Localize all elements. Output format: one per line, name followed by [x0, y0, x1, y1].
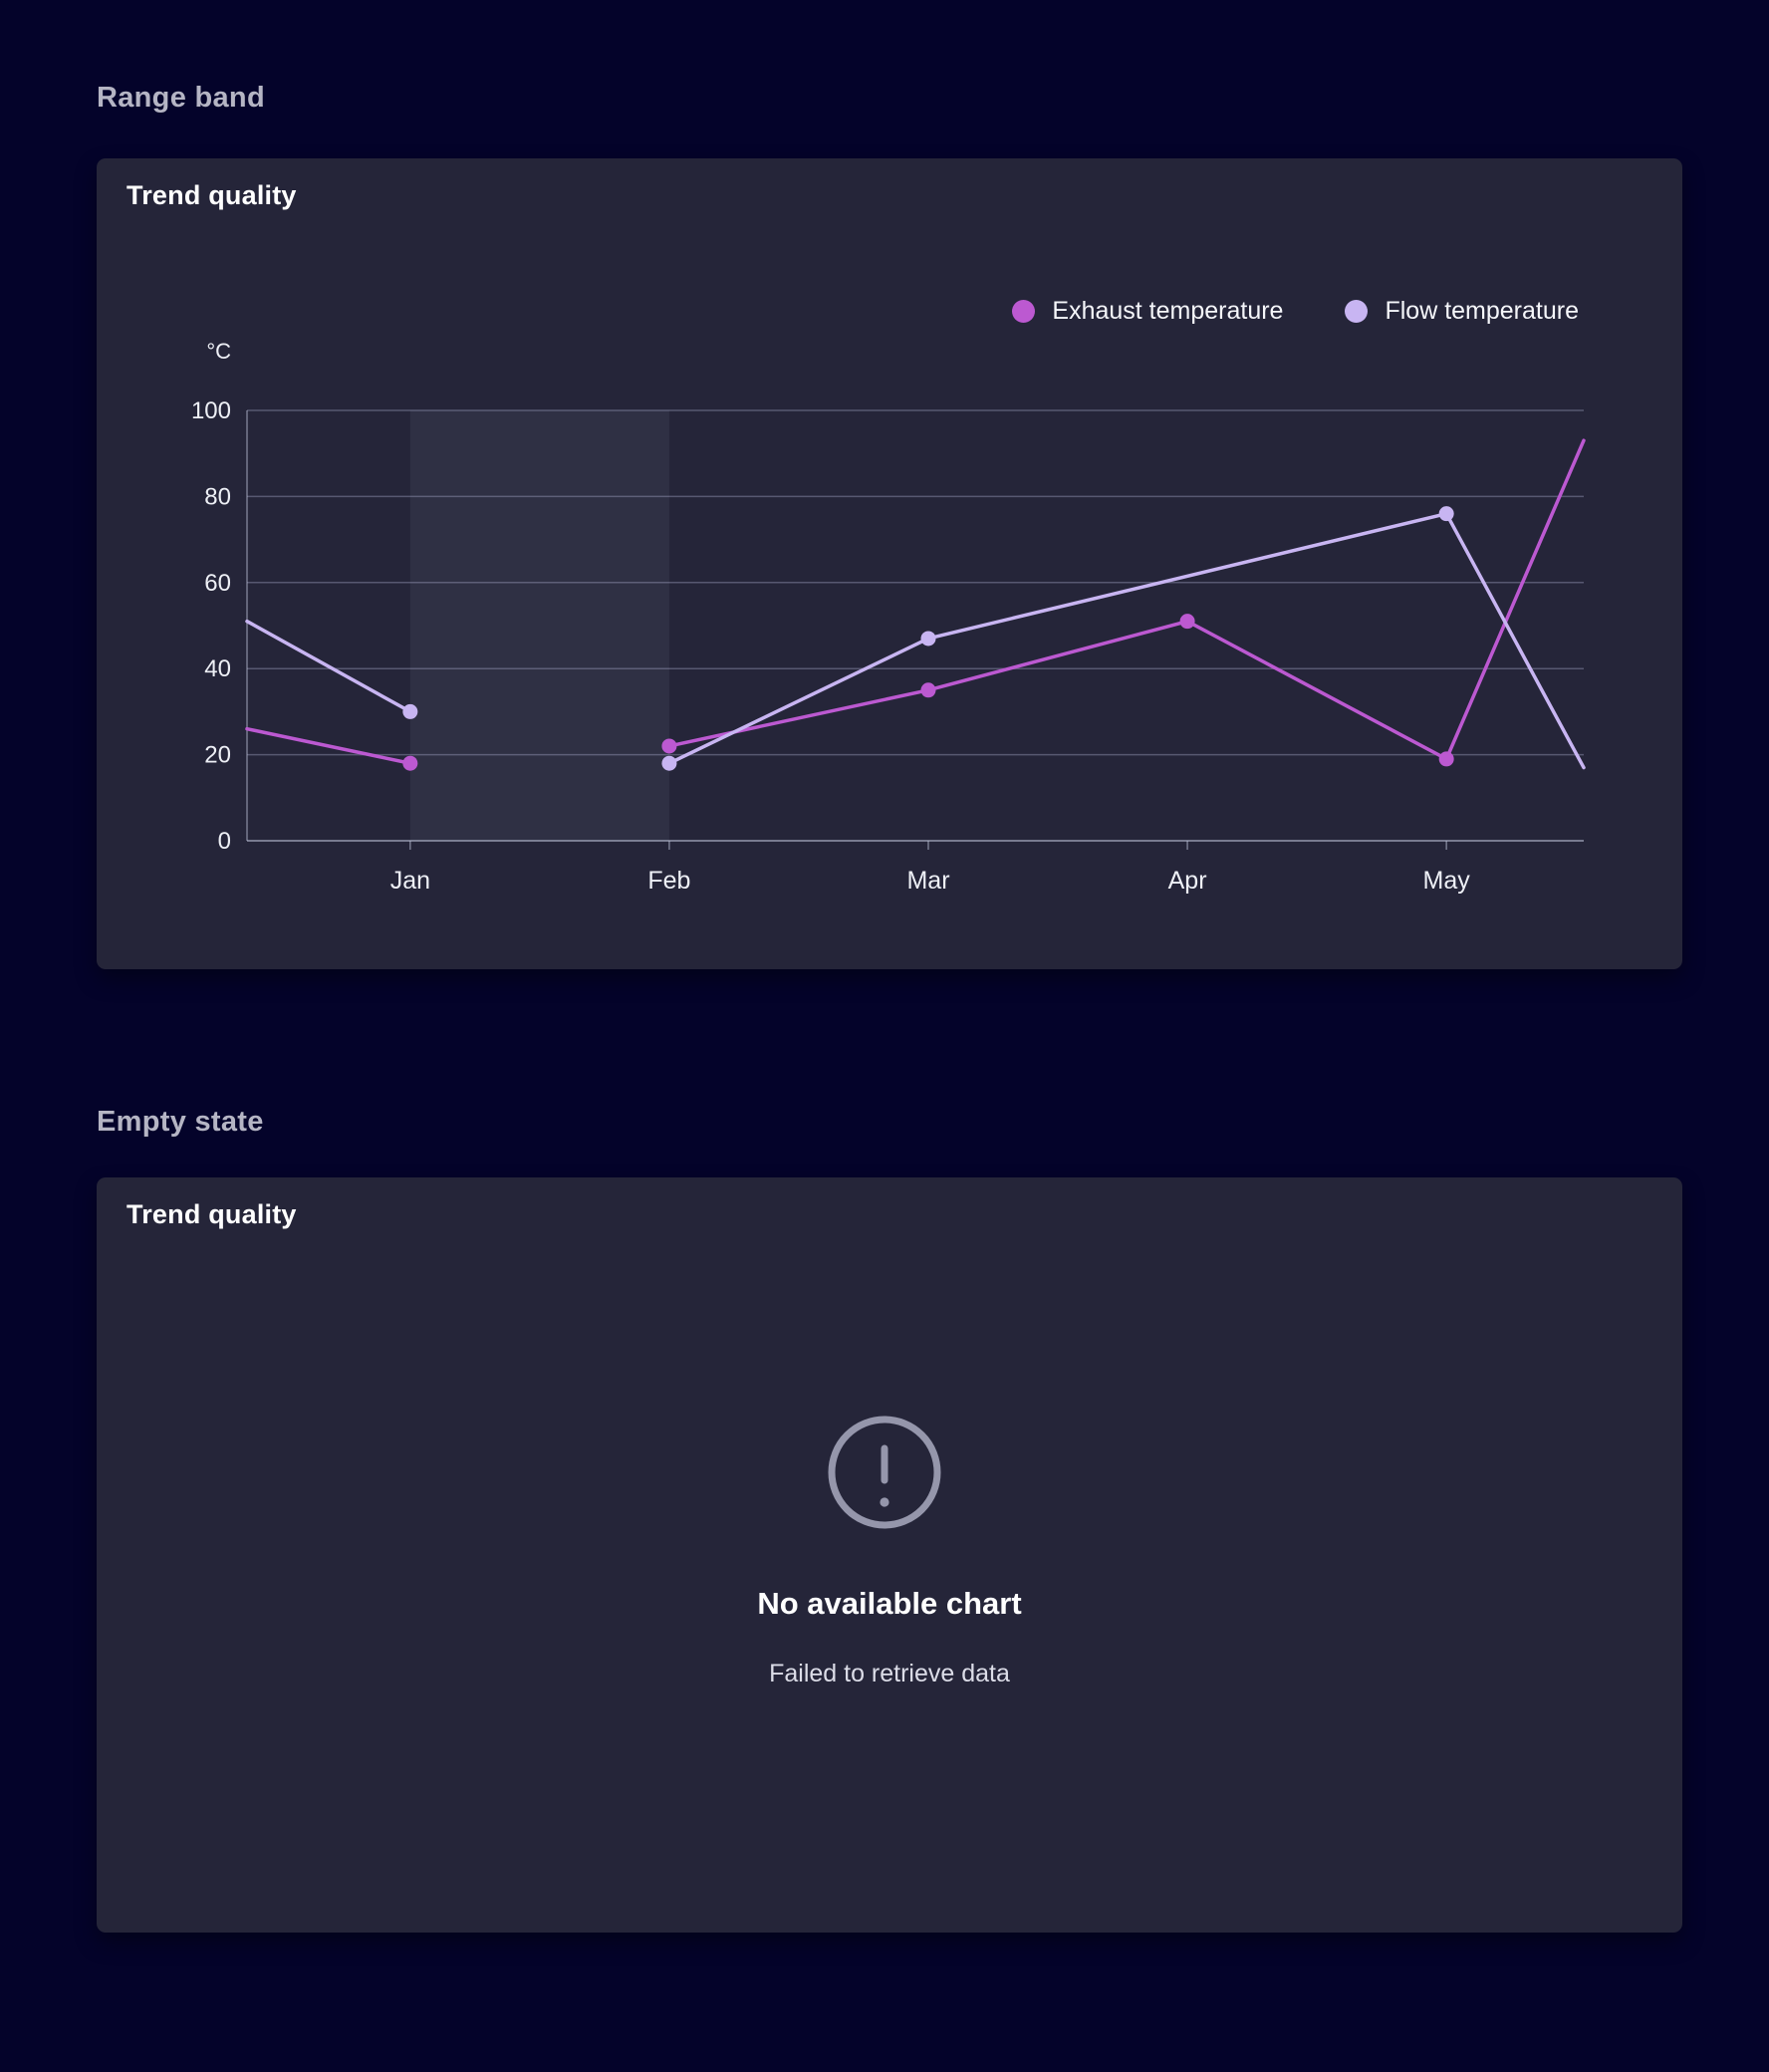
- x-axis-label: Jan: [390, 867, 430, 895]
- series-point-exhaust-temperature: [661, 738, 677, 754]
- series-line-exhaust-temperature: [667, 438, 1586, 761]
- legend-item-flow-temperature[interactable]: Flow temperature: [1345, 297, 1579, 326]
- y-axis-label: 100: [191, 397, 231, 424]
- series-point-flow-temperature: [1438, 506, 1454, 522]
- empty-state-subtitle: Failed to retrieve data: [769, 1660, 1010, 1687]
- series-point-exhaust-temperature: [1179, 614, 1195, 630]
- empty-state-title: No available chart: [757, 1586, 1022, 1621]
- alert-exclamation-dot: [880, 1497, 889, 1507]
- x-axis-label: Mar: [906, 867, 949, 895]
- series-point-flow-temperature: [661, 755, 677, 771]
- x-axis-label: Apr: [1168, 867, 1207, 895]
- x-axis-label: Feb: [647, 867, 690, 895]
- series-line-flow-temperature: [667, 511, 1586, 770]
- series-line-exhaust-temperature: [245, 726, 412, 765]
- series-point-flow-temperature: [920, 631, 936, 647]
- series-point-exhaust-temperature: [1438, 751, 1454, 767]
- card-title: Trend quality: [126, 180, 297, 210]
- y-axis-label: 60: [204, 570, 231, 597]
- legend-label: Exhaust temperature: [1052, 297, 1284, 325]
- legend-dot-flow-icon: [1345, 300, 1369, 323]
- series-point-flow-temperature: [402, 703, 418, 719]
- series-point-exhaust-temperature: [920, 682, 936, 698]
- section-heading-range-band: Range band: [97, 82, 265, 114]
- y-axis-label: 0: [218, 828, 231, 855]
- y-axis-unit-label: °C: [206, 339, 231, 364]
- alert-circle-icon: [828, 1416, 941, 1529]
- x-axis-label: May: [1423, 867, 1471, 895]
- trend-quality-empty-card: Trend quality No available chart Failed …: [97, 1177, 1682, 1933]
- y-axis-label: 80: [204, 483, 231, 510]
- chart-legend: Exhaust temperature Flow temperature: [1012, 297, 1579, 326]
- section-heading-empty-state: Empty state: [97, 1106, 264, 1138]
- series-line-flow-temperature: [245, 619, 412, 714]
- trend-quality-line-chart: 0 20 40 60 80 100 °C Jan Feb Mar Apr May: [191, 339, 1586, 895]
- range-band: [409, 410, 669, 841]
- y-axis-label: 40: [204, 655, 231, 682]
- legend-item-exhaust-temperature[interactable]: Exhaust temperature: [1012, 297, 1283, 326]
- y-axis-label: 20: [204, 742, 231, 769]
- card-title: Trend quality: [126, 1199, 297, 1229]
- series-point-exhaust-temperature: [402, 755, 418, 771]
- legend-dot-exhaust-icon: [1012, 300, 1036, 323]
- alert-circle-outline: [828, 1416, 941, 1529]
- legend-label: Flow temperature: [1385, 297, 1579, 325]
- trend-quality-chart-card: Trend quality Exhaust temperature Flow t…: [97, 158, 1682, 969]
